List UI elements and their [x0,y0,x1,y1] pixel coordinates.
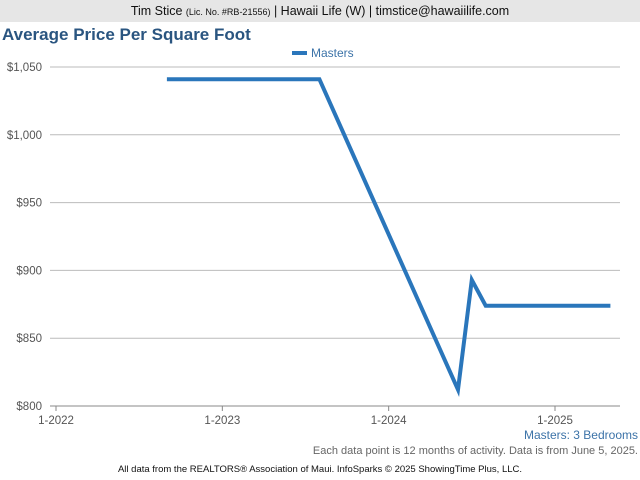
y-tick-label: $1,000 [7,130,42,142]
x-tick-label: 1-2023 [204,415,240,424]
legend-label: Masters [311,46,354,60]
y-tick-label: $800 [16,401,42,413]
header-details: | Hawaii Life (W) | timstice@hawaiilife.… [273,4,510,18]
y-tick-label: $900 [16,265,42,277]
footer-credit: All data from the REALTORS® Association … [117,464,523,475]
y-tick-label: $950 [16,198,42,210]
chart-caption: Masters: 3 Bedrooms [523,428,638,442]
y-tick-label: $1,050 [7,62,42,74]
line-chart: $800 $850 $900 $950 $1,000 $1,050 1-2022 1-2023… [7,46,620,424]
x-tick-label: 1-2024 [371,415,407,424]
y-tick-label: $850 [16,333,42,345]
x-tick-label: 1-2025 [537,415,573,424]
series-line-masters [166,77,611,398]
data-note: Each data point is 12 months of activity… [312,445,638,457]
header-bar: Tim Stice (Lic. No. #RB-21556) | Hawaii … [0,0,640,22]
chart-title: Average Price Per Square Foot [2,25,251,44]
license-number: (Lic. No. #RB-21556) [185,7,271,17]
agent-name: Tim Stice [130,4,183,18]
x-tick-label: 1-2022 [38,415,74,424]
